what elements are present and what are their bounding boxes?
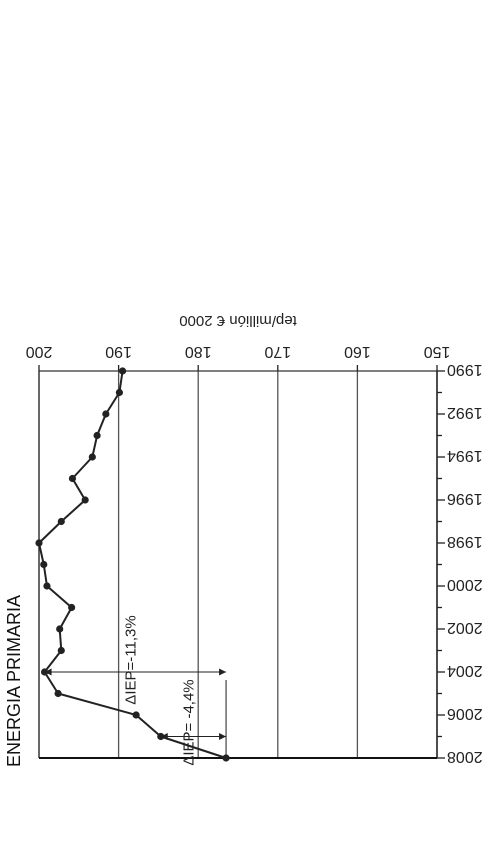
year-tick-label: 1990 xyxy=(447,361,483,378)
data-point xyxy=(43,582,50,589)
value-tick-label: 200 xyxy=(26,343,53,360)
data-point xyxy=(133,711,140,718)
data-point xyxy=(69,475,76,482)
year-tick-label: 2006 xyxy=(447,705,483,722)
data-point xyxy=(89,453,96,460)
annotation-arrowhead xyxy=(219,669,226,676)
value-tick-label: 170 xyxy=(264,343,291,360)
data-point xyxy=(82,496,89,503)
year-tick-label: 2000 xyxy=(447,576,483,593)
data-point xyxy=(55,690,62,697)
value-tick-label: 160 xyxy=(344,343,371,360)
annotation-label: ΔIEP=-11,3% xyxy=(122,615,139,704)
axes-layer xyxy=(39,365,445,758)
data-point xyxy=(56,625,63,632)
chart-title: ENERGIA PRIMARIA xyxy=(4,595,24,767)
year-tick-label: 2002 xyxy=(447,619,483,636)
value-tick-label: 150 xyxy=(424,343,451,360)
value-tick-label: 180 xyxy=(185,343,212,360)
data-point xyxy=(157,733,164,740)
data-point xyxy=(119,367,126,374)
data-point xyxy=(68,604,75,611)
year-tick-label: 1992 xyxy=(447,404,483,421)
value-tick-label: 190 xyxy=(105,343,132,360)
year-tick-label: 2008 xyxy=(447,748,483,765)
data-point xyxy=(35,539,42,546)
data-point xyxy=(222,754,229,761)
value-axis-title: tep/millión € 2000 xyxy=(179,312,297,329)
annotation-label: ΔIEP= -4,4% xyxy=(180,679,197,765)
data-point xyxy=(41,668,48,675)
year-tick-label: 1994 xyxy=(447,447,483,464)
year-tick-label: 1998 xyxy=(447,533,483,550)
grid-layer xyxy=(39,371,357,758)
data-point xyxy=(94,432,101,439)
year-tick-label: 2004 xyxy=(447,662,483,679)
data-point xyxy=(102,410,109,417)
data-point xyxy=(116,389,123,396)
annotation-arrowhead xyxy=(219,733,226,740)
data-point xyxy=(58,518,65,525)
data-point xyxy=(58,647,65,654)
data-point xyxy=(40,561,47,568)
year-tick-label: 1996 xyxy=(447,490,483,507)
